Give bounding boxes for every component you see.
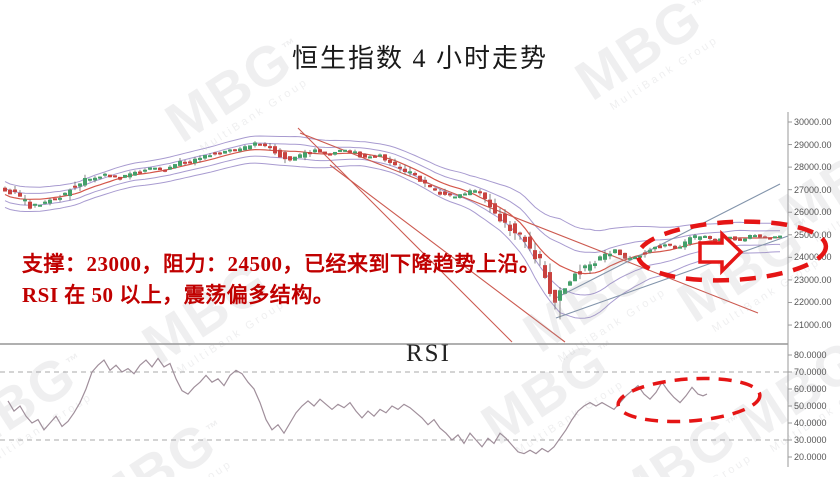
annotation-line-1: 支撑：23000，阻力：24500，已经来到下降趋势上沿。: [22, 252, 541, 276]
price-axis-label: 26000.00: [794, 207, 832, 218]
analysis-annotation-text: 支撑：23000，阻力：24500，已经来到下降趋势上沿。 RSI 在 50 以…: [22, 249, 541, 311]
price-axis-label: 22000.00: [794, 297, 832, 308]
rsi-axis-label: 30.0000: [794, 435, 827, 445]
price-axis-label: 25000.00: [794, 229, 832, 240]
chart-title: 恒生指数 4 小时走势: [291, 44, 548, 73]
rsi-axis-label: 80.0000: [794, 350, 827, 360]
price-axis-label: 28000.00: [794, 162, 832, 173]
annotation-line-2: RSI 在 50 以上，震荡偏多结构。: [22, 283, 335, 307]
rsi-axis-label: 70.0000: [794, 367, 827, 377]
price-axis-label: 23000.00: [794, 274, 832, 285]
price-axis-label: 21000.00: [794, 320, 832, 331]
price-axis-label: 29000.00: [794, 139, 832, 150]
rsi-axis-label: 20.0000: [794, 452, 827, 462]
price-axis-label: 30000.00: [794, 117, 832, 127]
rsi-axis-label: 60.0000: [794, 384, 827, 394]
price-axis-label: 24000.00: [794, 252, 832, 263]
rsi-axis-label: 50.0000: [794, 401, 827, 411]
rsi-panel-label: RSI: [406, 340, 451, 367]
price-axis-label: 27000.00: [794, 184, 832, 195]
rsi-axis-label: 40.0000: [794, 418, 827, 428]
